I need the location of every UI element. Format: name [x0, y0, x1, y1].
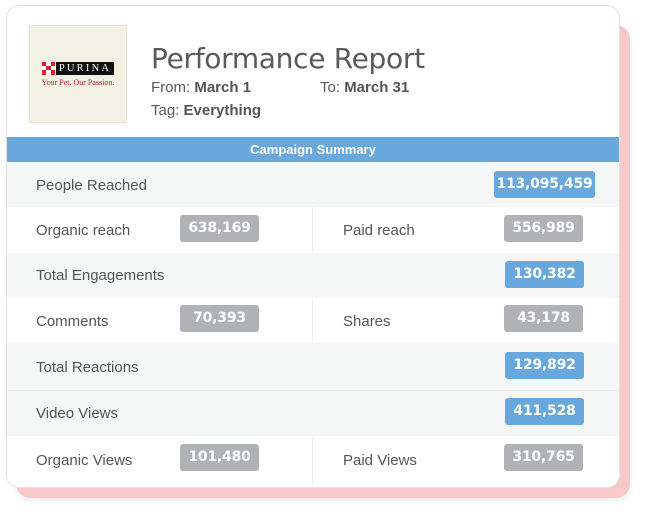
metric-label: Total Reactions	[36, 359, 139, 376]
metric-row-video-views: Video Views 411,528	[7, 390, 619, 436]
brand-logo: PURINA Your Pet, Our Passion.	[29, 25, 127, 123]
metric-label: People Reached	[36, 177, 147, 194]
logo-tagline: Your Pet, Our Passion.	[41, 78, 115, 87]
metric-cell-paid-views: Paid Views 310,765	[313, 436, 619, 487]
metric-value-badge: 43,178	[504, 305, 583, 332]
from-label: From:	[151, 79, 191, 96]
metric-row-reach-split: Organic reach 638,169 Paid reach 556,989	[7, 207, 619, 253]
tag-label: Tag:	[151, 102, 180, 119]
metrics-table: People Reached 113,095,459 Organic reach…	[7, 162, 619, 487]
metric-label: Paid reach	[343, 222, 415, 239]
from-value: March 1	[194, 79, 252, 96]
metric-row-total-reactions: Total Reactions 129,892	[7, 343, 619, 390]
metric-cell-shares: Shares 43,178	[313, 298, 619, 343]
metric-row-people-reached: People Reached 113,095,459	[7, 162, 619, 207]
metric-value-badge: 130,382	[505, 261, 584, 288]
metric-row-engagement-split: Comments 70,393 Shares 43,178	[7, 298, 619, 343]
metric-cell-organic-views: Organic Views 101,480	[7, 436, 313, 487]
to-value: March 31	[344, 79, 410, 96]
metric-label: Organic Views	[36, 452, 133, 469]
date-from: From: March 1	[151, 79, 251, 96]
metric-label: Video Views	[36, 405, 119, 422]
logo-mark: PURINA	[41, 61, 115, 75]
metric-value-badge: 638,169	[180, 215, 259, 242]
logo-wordmark: PURINA	[55, 61, 115, 75]
tag-value: Everything	[183, 102, 262, 119]
metric-value-badge: 310,765	[504, 444, 583, 471]
metric-value-badge: 129,892	[505, 352, 584, 379]
metric-value-badge: 411,528	[505, 398, 584, 425]
section-header-campaign-summary: Campaign Summary	[7, 137, 619, 162]
metric-value-badge: 556,989	[504, 215, 583, 242]
metric-cell-paid-reach: Paid reach 556,989	[313, 207, 619, 253]
metric-value-badge: 101,480	[180, 444, 259, 471]
to-label: To:	[320, 79, 341, 96]
report-header: PURINA Your Pet, Our Passion. Performanc…	[7, 6, 619, 138]
tag-filter: Tag: Everything	[151, 102, 261, 119]
page-title: Performance Report	[151, 42, 425, 75]
metric-cell-comments: Comments 70,393	[7, 298, 313, 343]
metric-cell-organic-reach: Organic reach 638,169	[7, 207, 313, 253]
metric-label: Paid Views	[343, 452, 417, 469]
metric-value-badge: 70,393	[180, 305, 259, 332]
date-to: To: March 31	[320, 79, 409, 96]
metric-label: Total Engagements	[36, 267, 165, 284]
metric-label: Organic reach	[36, 222, 131, 239]
metric-value-badge: 113,095,459	[494, 171, 595, 198]
metric-label: Shares	[343, 313, 391, 330]
metric-label: Comments	[36, 313, 109, 330]
metric-row-views-split: Organic Views 101,480 Paid Views 310,765	[7, 436, 619, 487]
metric-row-total-engagements: Total Engagements 130,382	[7, 253, 619, 298]
performance-report-card: PURINA Your Pet, Our Passion. Performanc…	[6, 5, 620, 488]
checkerboard-icon	[41, 61, 55, 75]
